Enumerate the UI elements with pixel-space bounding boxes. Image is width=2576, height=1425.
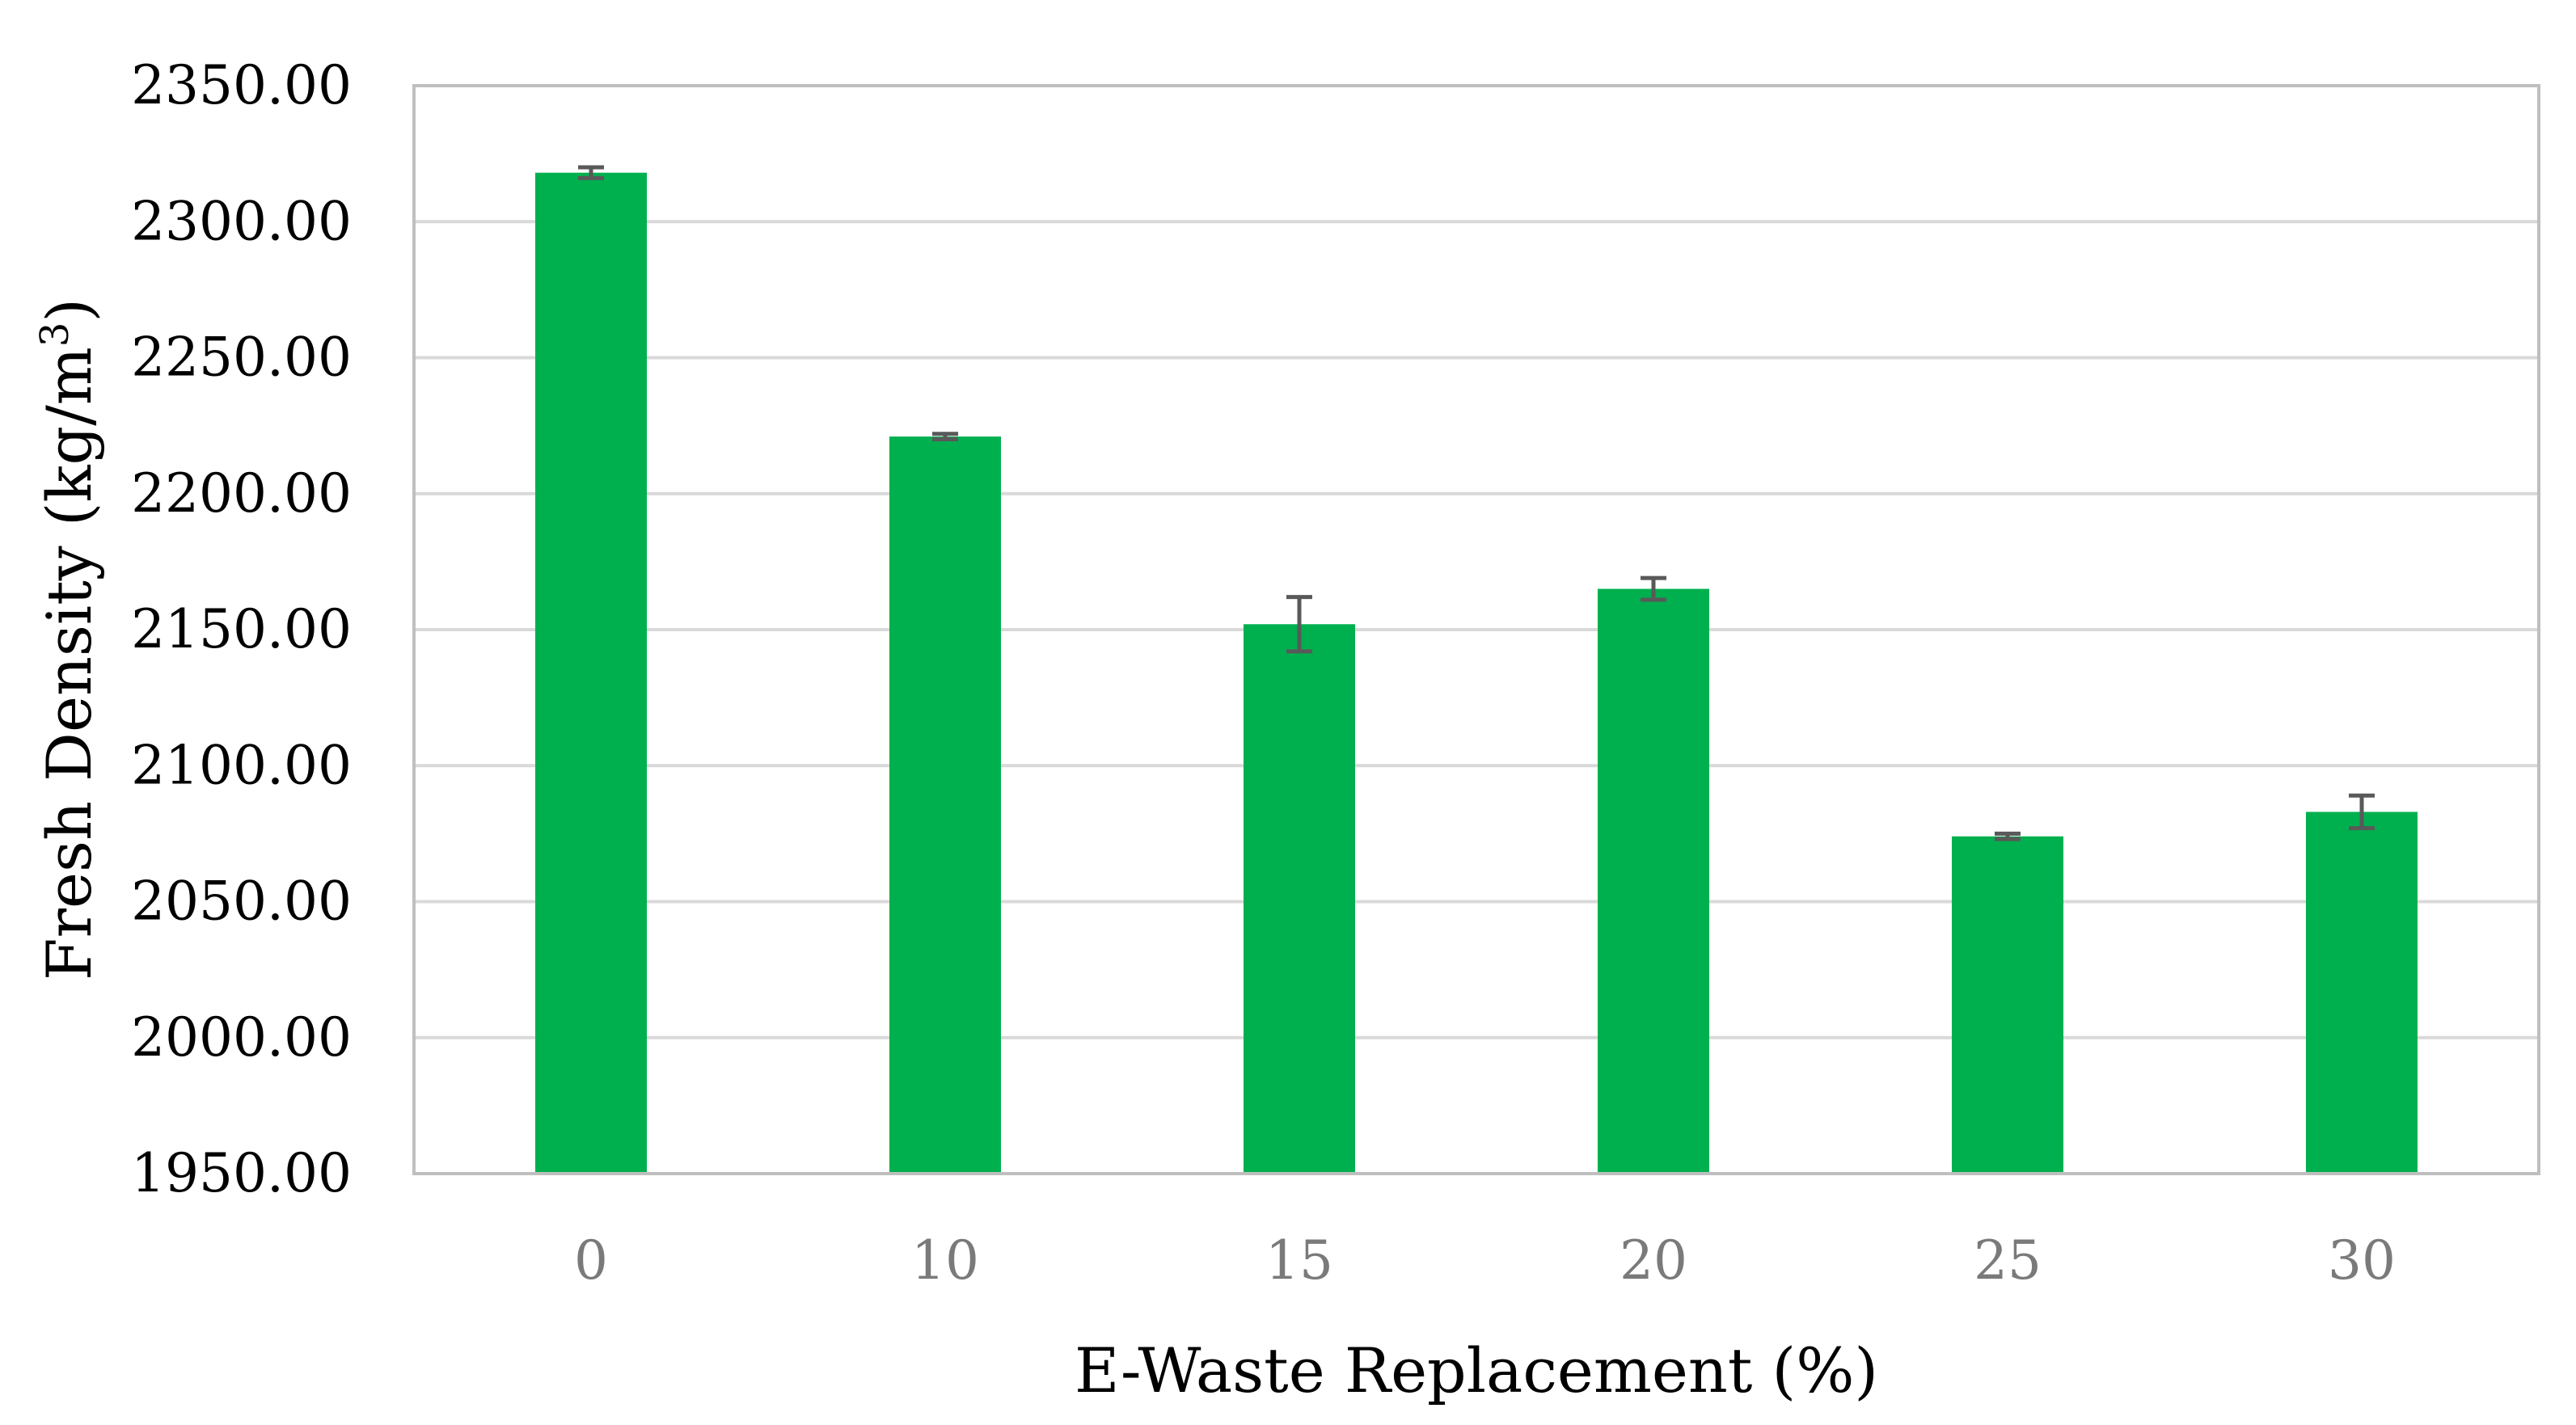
bars xyxy=(535,172,2418,1174)
y-tick-label: 2200.00 xyxy=(131,462,352,525)
y-tick-label: 2100.00 xyxy=(131,734,352,796)
error-bars xyxy=(578,165,2375,841)
y-axis-title: Fresh Density (kg/m3) xyxy=(32,298,105,980)
bar xyxy=(535,172,647,1174)
x-tick-labels: 0 10 15 20 25 30 xyxy=(574,1229,2396,1292)
y-tick-label: 2350.00 xyxy=(131,54,352,116)
y-tick-label: 2300.00 xyxy=(131,190,352,252)
bar xyxy=(889,436,1001,1174)
bar xyxy=(1598,588,1709,1174)
y-tick-label: 1950.00 xyxy=(131,1142,352,1204)
x-tick-label: 25 xyxy=(1974,1229,2042,1292)
plot-frame xyxy=(412,84,2540,1175)
y-tick-label: 2000.00 xyxy=(131,1006,352,1069)
x-tick-label: 20 xyxy=(1620,1229,1687,1292)
y-tick-label: 2050.00 xyxy=(131,871,352,933)
bar xyxy=(1244,624,1355,1174)
x-tick-label: 30 xyxy=(2328,1229,2396,1292)
bar xyxy=(2306,812,2418,1174)
x-axis-title: E-Waste Replacement (%) xyxy=(1075,1334,1878,1406)
y-axis-title-superscript: 3 xyxy=(32,323,78,348)
x-tick-label: 0 xyxy=(574,1229,608,1292)
y-tick-label: 2150.00 xyxy=(131,598,352,660)
gridlines xyxy=(414,84,2539,1175)
y-axis-title-main: Fresh Density (kg/m xyxy=(33,347,105,980)
x-tick-label: 15 xyxy=(1265,1229,1333,1292)
bar xyxy=(1952,836,2063,1174)
y-tick-label: 2250.00 xyxy=(131,327,352,389)
x-tick-label: 10 xyxy=(911,1229,979,1292)
y-tick-labels: 1950.00 2000.00 2050.00 2100.00 2150.00 2200.… xyxy=(131,54,352,1204)
y-axis-title-suffix: ) xyxy=(33,298,105,323)
